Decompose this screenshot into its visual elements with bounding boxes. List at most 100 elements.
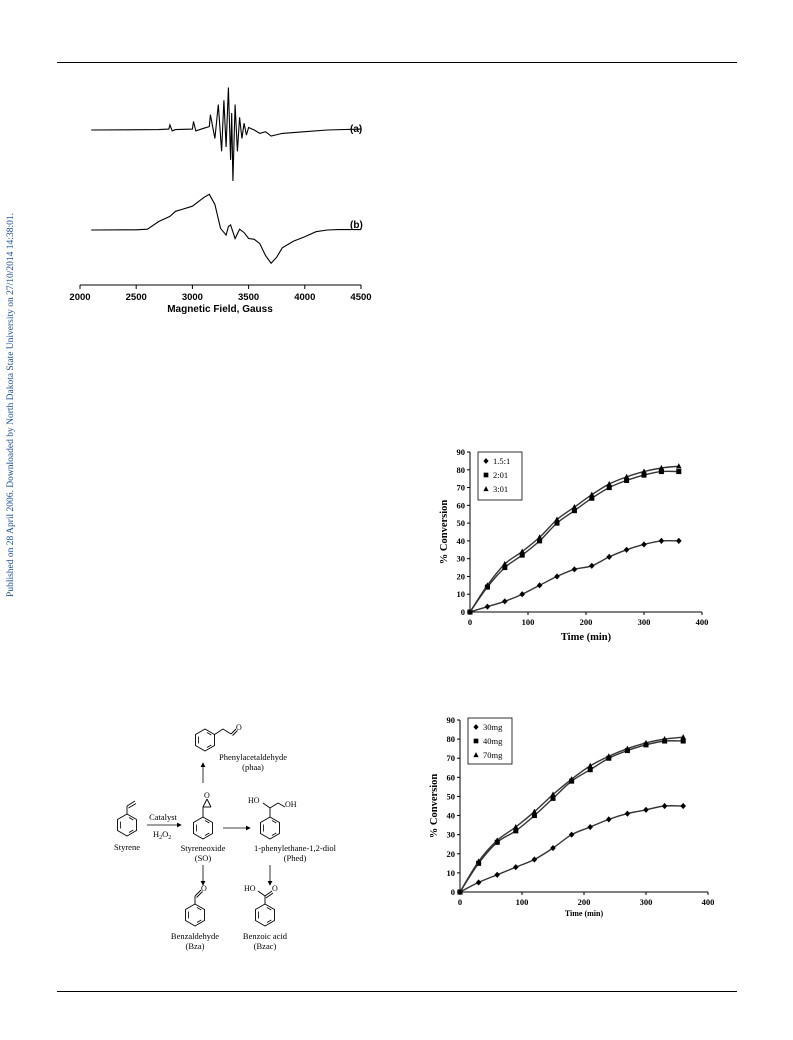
benzaldehyde-structure: O — [185, 884, 207, 927]
conv2-data-point — [661, 802, 668, 810]
conv2-data-point — [661, 736, 668, 742]
conv2-y-tick-label: 40 — [447, 811, 456, 821]
phenylacetaldehyde-label: Phenylacetaldehyde — [219, 752, 287, 762]
conv1-data-point — [676, 469, 682, 475]
conv2-data-point — [680, 734, 686, 740]
conv2-data-point — [550, 795, 556, 801]
conv1-data-point — [571, 566, 578, 573]
conv2-y-tick-label: 80 — [447, 734, 456, 744]
conv2-y-tick-label: 70 — [447, 753, 456, 763]
conv2-data-point — [643, 806, 649, 813]
download-notice-text: Published on 28 April 2006. Downloaded b… — [6, 213, 16, 597]
conv2-data-point — [531, 813, 537, 819]
styreneoxide-label: Styreneoxide — [181, 843, 226, 853]
conv2-data-point — [457, 888, 463, 895]
conv2-data-point — [568, 831, 575, 838]
conv2-legend-label: 30mg — [483, 722, 503, 732]
oxidant-label: H2O2 — [153, 829, 171, 841]
conv2-data-point — [531, 856, 538, 863]
conv1-legend-marker — [483, 486, 489, 492]
epr-x-tick-label: 3000 — [182, 292, 203, 303]
diol-oh: OH — [285, 800, 297, 809]
conv1-legend-label: 3:01 — [493, 484, 508, 494]
conv2-y-tick-label: 30 — [447, 830, 456, 840]
diol-ho: HO — [248, 796, 260, 805]
conv2-data-point — [494, 837, 500, 843]
benzoic-acid-label: Benzoic acid — [243, 931, 288, 941]
conv1-data-point — [658, 537, 665, 544]
conv2-x-axis-label: Time (min) — [565, 909, 604, 918]
conv1-data-point — [606, 485, 612, 491]
styreneoxide-structure: O — [193, 791, 213, 840]
conv2-data-point — [587, 823, 593, 831]
benzoic-acid-structure: O HO — [244, 884, 278, 927]
conv2-data-point — [606, 753, 612, 759]
conv1-data-point — [641, 541, 647, 548]
conv1-data-point — [554, 520, 560, 526]
conv1-x-tick-label: 400 — [696, 617, 709, 627]
conv1-data-point — [536, 534, 543, 540]
conv1-series-line — [469, 539, 679, 613]
epr-trace-b — [91, 193, 361, 265]
conv1-legend-label: 1.5:1 — [493, 456, 510, 466]
conv1-data-point — [536, 582, 543, 589]
conv1-x-axis-label: Time (min) — [561, 632, 612, 643]
conv2-y-tick-label: 0 — [451, 887, 455, 897]
conv1-data-point — [641, 468, 647, 474]
so-label: (SO) — [195, 853, 212, 863]
conv1-legend-label: 2:01 — [493, 470, 508, 480]
conv2-data-point — [587, 767, 593, 773]
phed-label: (Phed) — [284, 853, 307, 863]
bottom-rule — [57, 991, 737, 992]
conv1-y-tick-label: 80 — [457, 465, 466, 475]
epr-x-tick-label: 3500 — [238, 292, 259, 303]
conv1-data-point — [502, 565, 508, 571]
epr-x-tick-label: 2500 — [126, 292, 147, 303]
conv2-data-point — [475, 858, 482, 864]
conv2-legend-label: 70mg — [483, 750, 503, 760]
conv1-data-point — [502, 560, 508, 567]
conv2-legend-marker — [473, 724, 479, 730]
oxidant-h: H — [153, 829, 159, 839]
conv1-data-point — [519, 548, 525, 554]
conv1-data-point — [519, 552, 525, 558]
conv2-y-tick-label: 60 — [447, 772, 456, 782]
catalyst-label: Catalyst — [149, 812, 177, 822]
diol-structure: HO OH — [248, 796, 297, 840]
download-notice: Published on 28 April 2006. Downloaded b… — [2, 180, 20, 630]
phaa-label: (phaa) — [242, 762, 264, 772]
conv1-data-point — [467, 608, 473, 615]
conv1-data-point — [571, 504, 578, 510]
conv2-legend-marker — [473, 752, 479, 758]
conv2-data-point — [531, 808, 538, 814]
conv1-x-tick-label: 300 — [638, 617, 651, 627]
conv2-data-point — [475, 879, 482, 886]
conv1-y-tick-label: 30 — [457, 554, 466, 564]
oxidant-o: O — [162, 829, 168, 839]
phaa-oxygen: O — [236, 723, 242, 732]
conv1-data-point — [484, 603, 491, 610]
top-rule — [57, 62, 737, 63]
conv1-data-point — [658, 469, 664, 475]
conv2-data-point — [624, 810, 631, 817]
conv2-x-tick-label: 400 — [702, 897, 715, 907]
conv1-y-tick-label: 70 — [457, 483, 466, 493]
conv1-data-point — [484, 582, 491, 588]
conv1-data-point — [623, 546, 630, 553]
conv2-data-point — [587, 762, 593, 769]
conv1-data-point — [537, 538, 543, 544]
epr-x-axis-label: Magnetic Field, Gauss — [167, 304, 273, 315]
epr-x-tick-label: 2000 — [69, 292, 90, 303]
epr-x-tick-label: 4000 — [294, 292, 315, 303]
conv1-y-tick-label: 0 — [461, 607, 465, 617]
conv2-data-point — [568, 776, 575, 782]
conv1-data-point — [589, 491, 595, 497]
conv1-x-tick-label: 0 — [468, 617, 472, 627]
epr-trace-b-label: (b) — [350, 220, 363, 231]
epr-trace-a — [91, 87, 362, 182]
bzac-oxygen: O — [272, 884, 278, 893]
conv1-legend-marker — [483, 458, 489, 464]
bzac-label: (Bzac) — [254, 941, 277, 951]
epr-x-tick-label: 4500 — [350, 292, 371, 303]
conv1-y-tick-label: 10 — [457, 589, 466, 599]
